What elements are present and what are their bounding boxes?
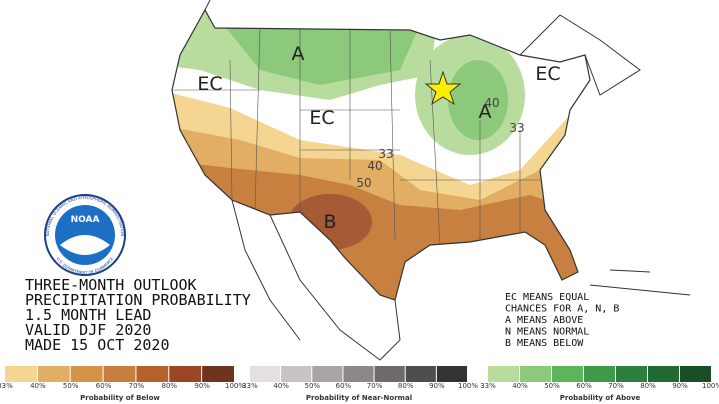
legend-tick: 90% bbox=[672, 382, 688, 390]
legend-swatch bbox=[70, 366, 103, 382]
map-label: 33 bbox=[378, 147, 393, 161]
title-line: 1.5 MONTH LEAD bbox=[25, 306, 151, 324]
legend-swatch bbox=[37, 366, 70, 382]
legend-swatch bbox=[374, 366, 405, 382]
legend-tick: 70% bbox=[129, 382, 145, 390]
map-label: B bbox=[323, 211, 336, 233]
legend-tick: 100% bbox=[225, 382, 245, 390]
legend-tick: 60% bbox=[96, 382, 112, 390]
title-line: THREE-MONTH OUTLOOK bbox=[25, 276, 197, 294]
legend-swatch bbox=[5, 366, 37, 382]
legend-tick: 60% bbox=[336, 382, 352, 390]
legend-swatch bbox=[584, 366, 615, 382]
map-label: 40 bbox=[484, 96, 499, 110]
legend-tick: 40% bbox=[273, 382, 289, 390]
title-line: VALID DJF 2020 bbox=[25, 321, 151, 339]
legend-tick: 80% bbox=[640, 382, 656, 390]
key-line: N MEANS NORMAL bbox=[505, 327, 589, 338]
map-label: EC bbox=[197, 73, 222, 95]
legend-tick: 90% bbox=[194, 382, 210, 390]
legend-tick: 70% bbox=[608, 382, 624, 390]
legend-swatch bbox=[281, 366, 312, 382]
star-marker bbox=[424, 70, 462, 106]
legend-swatch bbox=[488, 366, 519, 382]
legend-tick: 90% bbox=[429, 382, 445, 390]
state-lines bbox=[172, 27, 540, 246]
legend-tick: 40% bbox=[512, 382, 528, 390]
legend-swatch bbox=[136, 366, 169, 382]
canada-mexico bbox=[204, 0, 691, 361]
legend-tick: 40% bbox=[30, 382, 46, 390]
map-label: A bbox=[292, 43, 305, 65]
legend-swatch bbox=[648, 366, 679, 382]
legend-tick: 80% bbox=[398, 382, 414, 390]
legend-swatch bbox=[552, 366, 583, 382]
legend-swatch bbox=[616, 366, 647, 382]
legend-title: Probability of Above bbox=[560, 394, 641, 402]
logo-name: NOAA bbox=[71, 215, 100, 225]
legend-swatch bbox=[103, 366, 136, 382]
legend-swatch bbox=[680, 366, 711, 382]
legend-swatch bbox=[343, 366, 374, 382]
noaa-logo: NOAA NATIONAL OCEANIC AND ATMOSPHERIC AD… bbox=[44, 194, 126, 276]
legend-tick: 50% bbox=[63, 382, 79, 390]
legend-tick: 50% bbox=[544, 382, 560, 390]
legend-tick: 33% bbox=[0, 382, 13, 390]
legend-title: Probability of Below bbox=[80, 394, 160, 402]
legend-swatch bbox=[250, 366, 281, 382]
key-line: B MEANS BELOW bbox=[505, 338, 584, 349]
legend-tick: 100% bbox=[702, 382, 719, 390]
key-line: A MEANS ABOVE bbox=[505, 315, 583, 326]
legend-tick: 60% bbox=[576, 382, 592, 390]
map-label: 33 bbox=[509, 121, 524, 135]
legend-swatch bbox=[520, 366, 551, 382]
map-label: EC bbox=[309, 107, 334, 129]
key-line: CHANCES FOR A, N, B bbox=[505, 304, 619, 315]
map-label: 50 bbox=[356, 176, 371, 190]
legend-swatch bbox=[436, 366, 467, 382]
title-line: MADE 15 OCT 2020 bbox=[25, 336, 170, 354]
map-label: A bbox=[479, 101, 492, 123]
legend-swatch bbox=[405, 366, 436, 382]
us-outline bbox=[171, 8, 591, 301]
legend-tick: 50% bbox=[305, 382, 321, 390]
legend-swatch bbox=[202, 366, 234, 382]
map-label: EC bbox=[535, 63, 560, 85]
legend-tick: 33% bbox=[242, 382, 258, 390]
legend-title: Probability of Near-Normal bbox=[306, 394, 412, 402]
legend-swatch bbox=[169, 366, 202, 382]
key-line: EC MEANS EQUAL bbox=[505, 292, 589, 303]
legend-tick: 70% bbox=[367, 382, 383, 390]
legend-tick: 33% bbox=[480, 382, 496, 390]
legend-tick: 100% bbox=[458, 382, 478, 390]
title-line: PRECIPITATION PROBABILITY bbox=[25, 291, 251, 309]
legend-tick: 80% bbox=[162, 382, 178, 390]
map-label: 40 bbox=[367, 159, 382, 173]
legend-swatch bbox=[312, 366, 343, 382]
